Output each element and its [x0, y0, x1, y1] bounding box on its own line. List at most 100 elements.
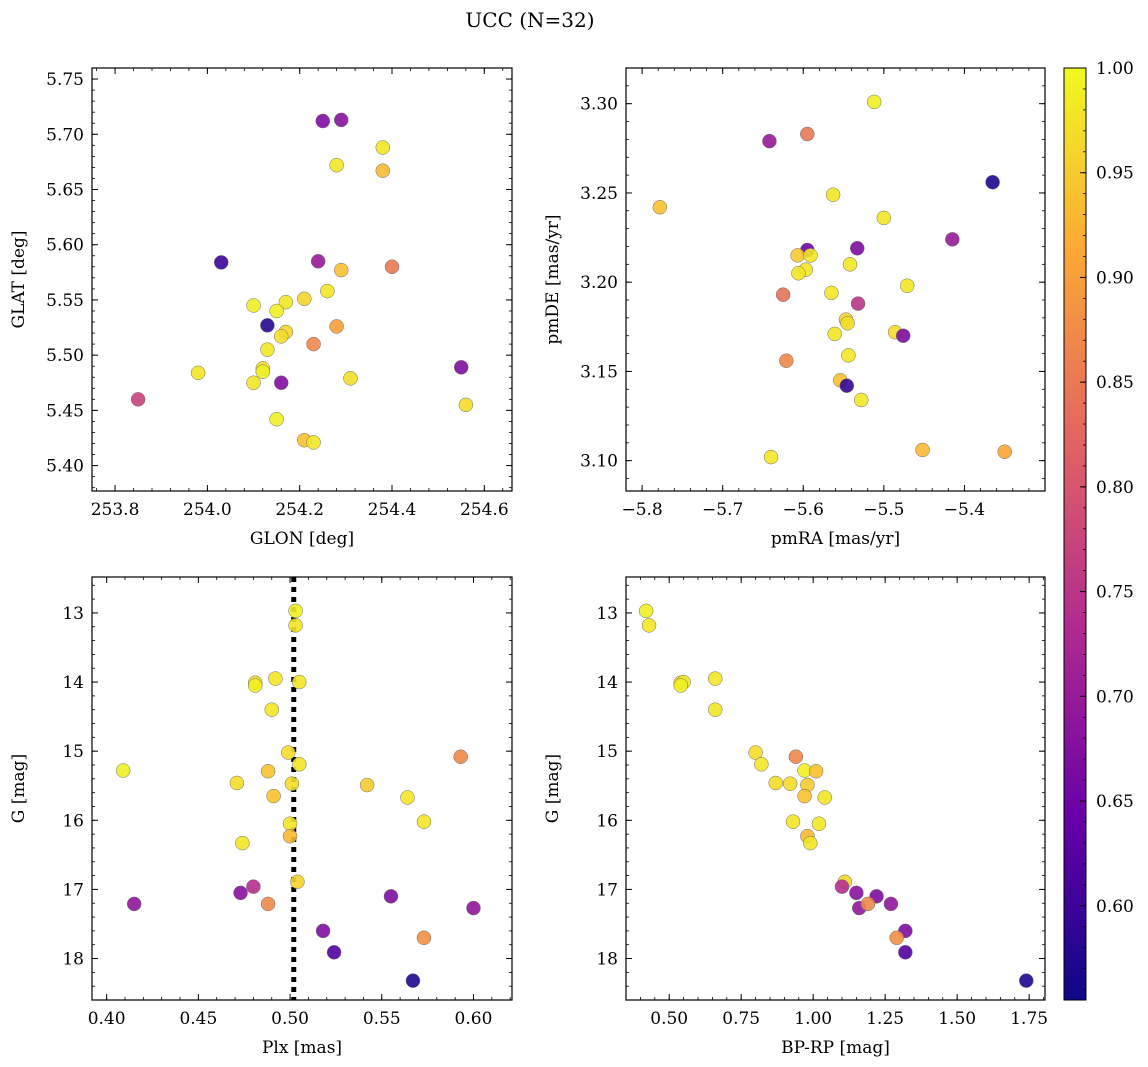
y-tick-label: 5.75 [46, 70, 84, 90]
scatter-point [190, 365, 206, 381]
colorbar-tick-label: 0.70 [1096, 687, 1134, 707]
x-tick-label: 0.75 [722, 1009, 760, 1029]
axes-frame [91, 576, 513, 1001]
scatter-point [673, 678, 688, 693]
scatter-point [883, 896, 899, 912]
x-tick-label: 254.4 [368, 500, 417, 520]
scatter-point [800, 126, 815, 142]
colorbar-tick-label: 0.85 [1096, 373, 1134, 393]
scatter-point [333, 112, 349, 128]
x-axis-label: Plx [mas] [262, 1038, 342, 1058]
y-tick-label: 3.30 [580, 95, 618, 115]
scatter-point [1019, 973, 1034, 988]
x-axis-label: BP-RP [mag] [781, 1038, 890, 1058]
scatter-points [130, 112, 474, 450]
scatter-point [652, 199, 668, 215]
scatter-point [889, 930, 904, 946]
scatter-point [247, 678, 263, 693]
scatter-point [333, 262, 349, 278]
scatter-point [246, 879, 261, 894]
scatter-point [839, 378, 855, 393]
scatter-point [246, 375, 261, 391]
scatter-point [915, 442, 930, 458]
x-tick-label: −5.6 [783, 500, 824, 520]
scatter-point [775, 287, 791, 302]
scatter-point [383, 889, 399, 904]
y-tick-label: 5.70 [46, 125, 84, 145]
x-tick-label: 1.50 [938, 1009, 976, 1029]
scatter-point [850, 296, 866, 311]
scatter-point [315, 923, 331, 939]
scatter-point [260, 896, 276, 912]
y-axis-label: G [mag] [543, 754, 563, 823]
y-tick-label: 5.50 [46, 346, 84, 366]
x-tick-label: −5.7 [702, 500, 743, 520]
scatter-point [115, 763, 131, 778]
scatter-point [416, 814, 432, 829]
x-tick-label: 1.25 [866, 1009, 904, 1029]
y-tick-label: 16 [62, 811, 84, 831]
scatter-point [233, 885, 248, 901]
y-tick-label: 3.25 [580, 184, 618, 204]
scatter-point [808, 763, 824, 779]
colorbar-tick-label: 0.80 [1096, 478, 1134, 498]
scatter-point [849, 885, 864, 901]
y-tick-label: 14 [596, 673, 618, 693]
scatter-point [405, 973, 421, 988]
scatter-point [400, 790, 415, 805]
scatter-points [638, 603, 1034, 988]
x-tick-label: −5.5 [863, 500, 904, 520]
scatter-point [827, 326, 842, 342]
scatter-point [453, 360, 469, 375]
scatter-point [264, 702, 279, 717]
scatter-point [359, 777, 375, 793]
scatter-point [291, 757, 307, 772]
y-axis-label: G [mag] [9, 754, 29, 823]
scatter-point [453, 749, 468, 764]
scatter-point [817, 790, 832, 805]
colorbar-tick-label: 0.75 [1096, 583, 1134, 603]
y-tick-label: 15 [62, 742, 84, 762]
scatter-point [306, 336, 321, 352]
x-tick-label: 0.45 [179, 1009, 217, 1029]
scatter-point [284, 776, 300, 791]
x-tick-label: −5.4 [944, 500, 985, 520]
scatter-point [255, 364, 271, 379]
scatter-point [840, 315, 855, 331]
scatter-point [266, 788, 281, 804]
scatter-point [269, 411, 284, 427]
colorbar-tick-label: 1.00 [1096, 59, 1134, 79]
y-tick-label: 13 [596, 604, 618, 624]
scatter-point [326, 945, 342, 960]
x-tick-label: 0.55 [363, 1009, 401, 1029]
scatter-point [997, 444, 1012, 459]
scatter-point [790, 248, 805, 263]
y-tick-label: 13 [62, 604, 84, 624]
scatter-point [290, 874, 305, 890]
x-axis-label: GLON [deg] [250, 529, 354, 549]
scatter-point [458, 397, 474, 413]
scatter-point [288, 603, 303, 619]
scatter-point [126, 896, 142, 912]
scatter-point [375, 140, 391, 155]
scatter-point [895, 328, 911, 343]
scatter-point [235, 835, 250, 851]
colorbar-tick-label: 0.95 [1096, 164, 1134, 184]
y-axis-label: pmDE [mas/yr] [543, 214, 563, 344]
scatter-point [842, 257, 858, 272]
x-tick-label: 253.8 [91, 500, 140, 520]
x-tick-label: 0.50 [271, 1009, 309, 1029]
scatter-point [329, 319, 344, 334]
scatter-points [652, 94, 1012, 465]
colorbar-bar [1063, 67, 1087, 1001]
figure-title: UCC (N=32) [465, 8, 594, 32]
scatter-point [384, 259, 400, 275]
scatter-point [260, 342, 275, 357]
axes-frame [625, 576, 1046, 1001]
scatter-point [824, 285, 839, 301]
scatter-point [291, 674, 307, 690]
y-tick-label: 17 [62, 880, 84, 900]
scatter-point [791, 266, 806, 281]
scatter-point [130, 392, 146, 407]
scatter-point [229, 775, 245, 791]
